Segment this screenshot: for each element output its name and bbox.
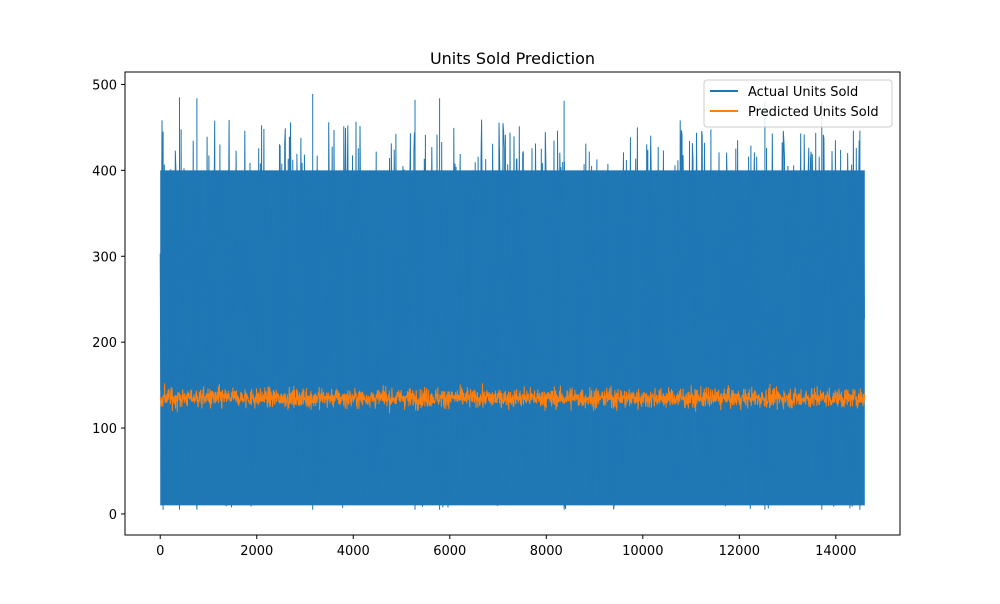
x-tick-label: 2000 [240, 544, 273, 559]
y-tick-label: 500 [92, 78, 117, 93]
legend-box [703, 79, 893, 128]
series-layer [159, 93, 866, 510]
x-tick-label: 14000 [815, 544, 856, 559]
y-tick-label: 400 [92, 164, 117, 179]
x-tick-label: 12000 [719, 544, 760, 559]
x-axis: 0 2000 4000 6000 8000 10000 12000 14000 [156, 535, 856, 559]
chart-title: Units Sold Prediction [430, 49, 595, 68]
y-tick-label: 300 [92, 250, 117, 265]
x-tick-label: 6000 [433, 544, 466, 559]
legend-label-predicted: Predicted Units Sold [748, 105, 879, 120]
series-predicted-line [159, 383, 866, 414]
x-tick-label: 4000 [337, 544, 370, 559]
x-tick-label: 10000 [622, 544, 663, 559]
plot-frame [124, 71, 901, 536]
legend: Actual Units Sold Predicted Units Sold [703, 79, 893, 128]
x-tick-label: 8000 [530, 544, 563, 559]
y-tick-label: 100 [92, 422, 117, 437]
y-tick-label: 0 [109, 508, 117, 523]
y-axis: 0 100 200 300 400 500 [92, 78, 125, 523]
legend-label-actual: Actual Units Sold [748, 85, 858, 100]
x-tick-label: 0 [156, 544, 164, 559]
y-tick-label: 200 [92, 336, 117, 351]
series-actual-line [159, 93, 865, 510]
